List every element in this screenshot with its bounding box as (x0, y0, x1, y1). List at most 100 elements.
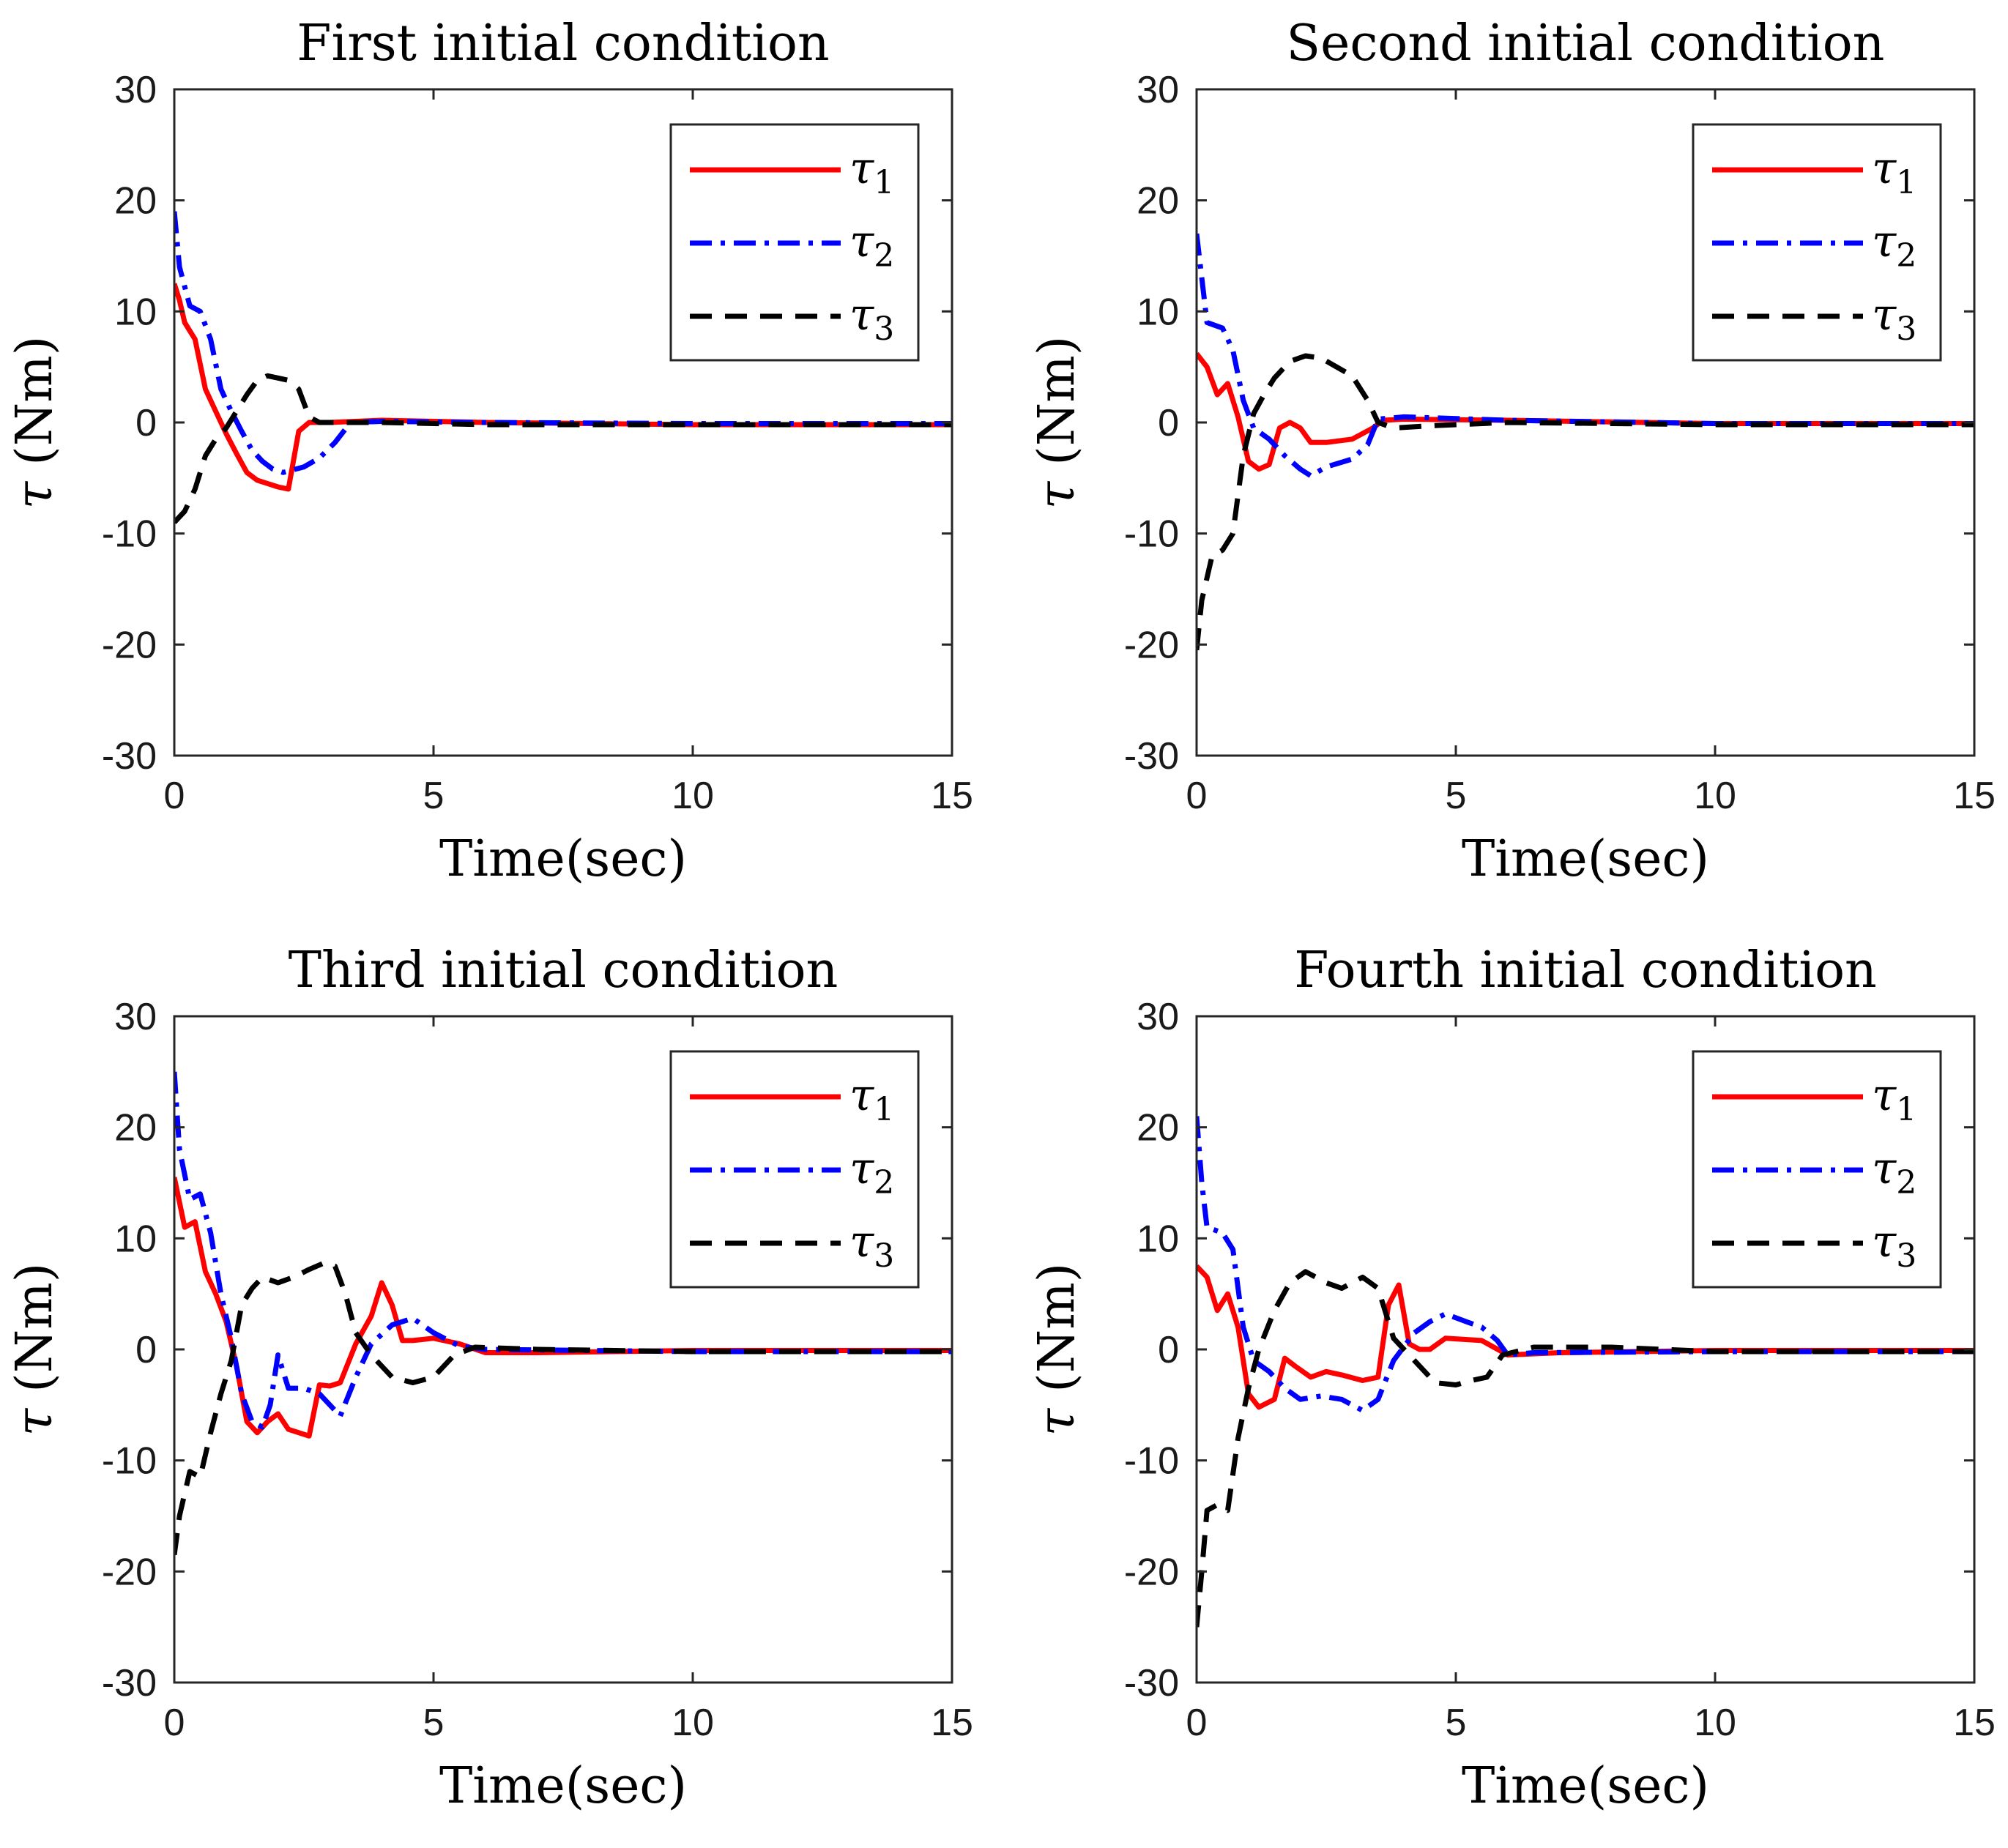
x-tick-label: 15 (931, 1702, 973, 1744)
y-tick-label: -30 (102, 1662, 157, 1704)
x-tick-label: 5 (423, 775, 445, 817)
x-tick-label: 5 (1446, 775, 1467, 817)
legend-label-tau3: τ3 (1872, 289, 1916, 348)
y-tick-label: 30 (1137, 69, 1179, 111)
legend-label-tau3: τ3 (1872, 1216, 1916, 1275)
series-group (1197, 233, 1974, 651)
legend-subscript: 2 (1896, 237, 1916, 275)
legend-label-tau3: τ3 (849, 289, 894, 348)
legend-label-tau2: τ2 (849, 1143, 894, 1201)
y-tick-label: 30 (114, 69, 157, 111)
y-tick-label: 0 (1158, 1329, 1179, 1371)
legend-subscript: 3 (874, 1237, 894, 1275)
legend-label-tau1: τ1 (1872, 1070, 1916, 1128)
legend-symbol: τ (849, 289, 874, 340)
legend-label-tau1: τ1 (1872, 143, 1916, 201)
y-axis-symbol: τ (6, 480, 64, 509)
legend-symbol: τ (1872, 289, 1897, 340)
y-axis-label: τ (Nm) (1028, 336, 1086, 510)
chart-panel-3: Third initial condition 0 5 10 15 -30 -20 -10 0 1… (6, 942, 973, 1815)
y-tick-label: 30 (114, 996, 157, 1038)
legend-subscript: 2 (874, 1164, 894, 1201)
chart-panel-4: Fourth initial condition 0 5 10 15 -30 -20 -10 0… (1028, 942, 1996, 1815)
x-axis-label: Time(sec) (1462, 1757, 1709, 1815)
legend-symbol: τ (1872, 1216, 1897, 1267)
x-tick-label: 15 (1953, 775, 1996, 817)
series-line-tau2 (174, 211, 952, 475)
legend-subscript: 2 (874, 237, 894, 275)
y-tick-label: 20 (114, 180, 157, 223)
x-tick-label: 10 (1694, 775, 1736, 817)
x-tick-label: 10 (672, 775, 714, 817)
y-tick-label: 20 (1137, 1107, 1179, 1150)
x-axis-label: Time(sec) (439, 1757, 687, 1815)
legend-symbol: τ (849, 1070, 874, 1121)
y-tick-label: 0 (135, 1329, 157, 1371)
x-axis-label: Time(sec) (439, 830, 687, 888)
x-tick-label: 10 (672, 1702, 714, 1744)
legend-label-tau2: τ2 (1872, 216, 1916, 275)
series-line-tau3 (1197, 353, 1974, 651)
y-axis-label: τ (Nm) (6, 336, 64, 510)
x-tick-label: 0 (1186, 1702, 1208, 1744)
x-tick-label: 5 (1446, 1702, 1467, 1744)
y-tick-label: -30 (1124, 735, 1179, 778)
legend-subscript: 1 (1896, 164, 1916, 201)
y-axis-symbol: τ (1028, 1407, 1086, 1436)
y-tick-label: -10 (102, 513, 157, 556)
chart-title: Second initial condition (1287, 15, 1885, 72)
series-line-tau3 (174, 1260, 952, 1556)
legend-subscript: 2 (1896, 1164, 1916, 1201)
y-tick-label: -10 (1124, 513, 1179, 556)
legend-symbol: τ (849, 1216, 874, 1267)
series-line-tau3 (1197, 1269, 1974, 1628)
legend-symbol: τ (1872, 1070, 1897, 1121)
y-tick-label: 10 (114, 1218, 157, 1260)
y-tick-label: -20 (102, 624, 157, 666)
series-line-tau1 (174, 1177, 952, 1439)
x-axis-label: Time(sec) (1462, 830, 1709, 888)
series-group (1197, 1116, 1974, 1628)
series-group (174, 211, 952, 524)
series-line-tau1 (1197, 1264, 1974, 1410)
x-tick-label: 0 (164, 1702, 185, 1744)
y-axis-unit: (Nm) (6, 336, 64, 466)
y-tick-label: -10 (1124, 1440, 1179, 1483)
legend-subscript: 3 (1896, 1237, 1916, 1275)
legend-label-tau2: τ2 (849, 216, 894, 275)
y-tick-label: 20 (114, 1107, 157, 1150)
legend-label-tau1: τ1 (849, 1070, 894, 1128)
x-tick-label: 15 (1953, 1702, 1996, 1744)
x-tick-label: 0 (1186, 775, 1208, 817)
y-axis-label: τ (Nm) (6, 1263, 64, 1437)
series-line-tau2 (1197, 1116, 1974, 1413)
legend-subscript: 1 (1896, 1091, 1916, 1128)
y-tick-label: 20 (1137, 180, 1179, 223)
legend-symbol: τ (1872, 216, 1897, 267)
y-tick-label: -30 (1124, 1662, 1179, 1704)
legend-subscript: 3 (874, 310, 894, 348)
series-line-tau3 (174, 373, 952, 524)
y-axis-label: τ (Nm) (1028, 1263, 1086, 1437)
series-group (174, 1071, 952, 1556)
legend-symbol: τ (1872, 1143, 1897, 1194)
y-tick-label: -30 (102, 735, 157, 778)
legend-subscript: 1 (874, 164, 894, 201)
legend-subscript: 1 (874, 1091, 894, 1128)
x-tick-label: 15 (931, 775, 973, 817)
chart-title: Fourth initial condition (1294, 942, 1877, 999)
y-tick-label: -20 (102, 1551, 157, 1593)
chart-title: Third initial condition (289, 942, 838, 999)
x-tick-label: 10 (1694, 1702, 1736, 1744)
y-tick-label: 10 (1137, 1218, 1179, 1260)
y-axis-symbol: τ (6, 1407, 64, 1436)
legend-symbol: τ (849, 1143, 874, 1194)
legend-label-tau3: τ3 (849, 1216, 894, 1275)
y-tick-label: 10 (114, 291, 157, 333)
x-tick-label: 0 (164, 775, 185, 817)
y-tick-label: 10 (1137, 291, 1179, 333)
